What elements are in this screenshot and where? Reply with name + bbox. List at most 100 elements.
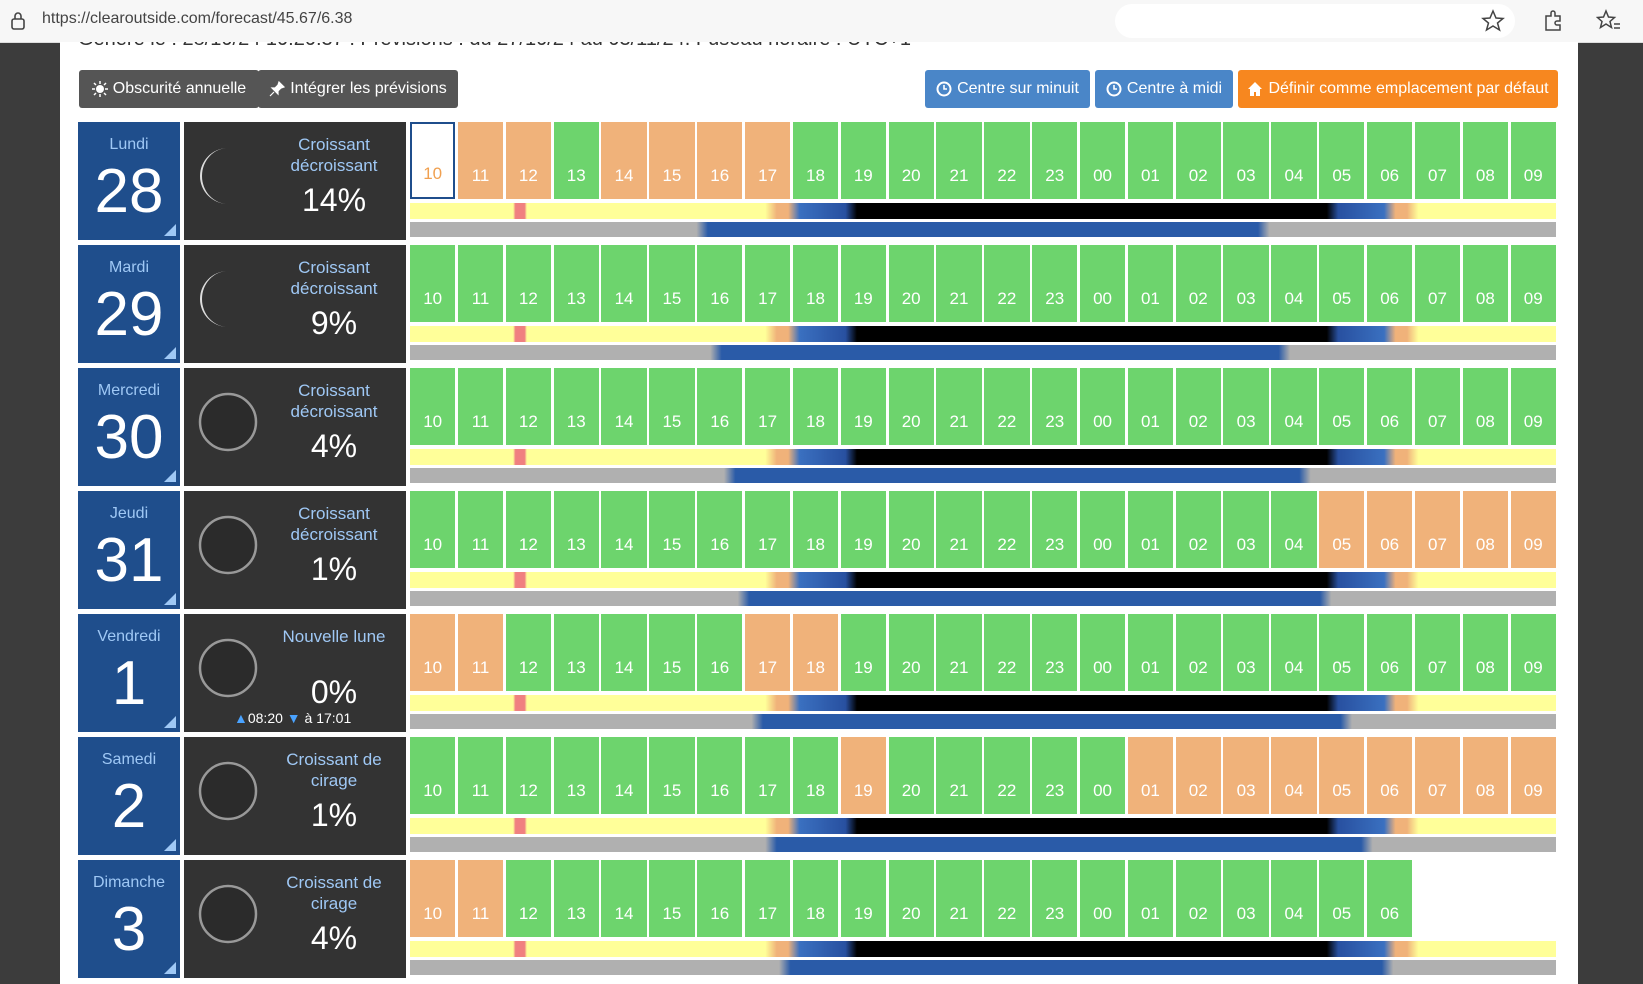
hour-cell[interactable]: 19 — [840, 614, 886, 691]
hour-cell[interactable]: 17 — [744, 368, 791, 445]
hour-cell[interactable]: 10 — [410, 737, 456, 814]
hour-cell[interactable]: 07 — [1414, 737, 1461, 814]
hour-cell[interactable]: 20 — [888, 737, 934, 814]
hour-cell[interactable]: 10 — [410, 491, 456, 568]
hour-cell[interactable]: 21 — [936, 860, 982, 937]
hour-cell[interactable]: 09 — [1510, 368, 1556, 445]
hour-cell[interactable]: 18 — [792, 122, 839, 199]
hour-cell[interactable]: 23 — [1032, 368, 1078, 445]
hour-cell[interactable]: 14 — [601, 860, 647, 937]
hour-cell[interactable]: 13 — [553, 614, 599, 691]
hour-cell[interactable]: 03 — [1223, 245, 1269, 322]
hour-cell[interactable]: 17 — [744, 245, 791, 322]
hour-cell[interactable]: 01 — [1127, 122, 1174, 199]
favorite-icon[interactable] — [1480, 8, 1506, 34]
hour-cell[interactable]: 08 — [1462, 614, 1509, 691]
hour-cell[interactable]: 04 — [1271, 368, 1317, 445]
hour-cell[interactable]: 00 — [1079, 491, 1126, 568]
hour-cell[interactable]: 13 — [553, 737, 599, 814]
hour-cell[interactable]: 14 — [601, 737, 647, 814]
hour-cell[interactable]: 06 — [1367, 737, 1413, 814]
hour-cell[interactable]: 13 — [553, 491, 599, 568]
hour-cell[interactable]: 14 — [601, 614, 647, 691]
hour-cell[interactable]: 02 — [1175, 122, 1221, 199]
hour-cell[interactable]: 07 — [1414, 614, 1461, 691]
hour-cell[interactable]: 09 — [1510, 491, 1556, 568]
hour-cell[interactable]: 11 — [457, 614, 504, 691]
hour-cell[interactable]: 16 — [697, 122, 743, 199]
hour-cell[interactable]: 14 — [601, 368, 647, 445]
hour-cell[interactable]: 08 — [1462, 737, 1509, 814]
hour-cell[interactable]: 00 — [1079, 122, 1126, 199]
hour-cell[interactable]: 17 — [744, 614, 791, 691]
hour-cell[interactable]: 20 — [888, 860, 934, 937]
hour-cell[interactable]: 11 — [457, 491, 504, 568]
hour-cell[interactable]: 22 — [984, 122, 1030, 199]
hour-cell[interactable]: 17 — [744, 737, 791, 814]
hour-cell[interactable]: 01 — [1127, 737, 1174, 814]
hour-cell[interactable]: 20 — [888, 614, 934, 691]
hour-cell[interactable]: 21 — [936, 368, 982, 445]
hour-cell[interactable]: 10 — [410, 368, 456, 445]
hour-cell[interactable]: 22 — [984, 368, 1030, 445]
hour-cell[interactable]: 09 — [1510, 245, 1556, 322]
hour-cell[interactable]: 01 — [1127, 860, 1174, 937]
hour-cell[interactable]: 16 — [697, 737, 743, 814]
hour-cell[interactable]: 11 — [457, 122, 504, 199]
hour-cell[interactable]: 22 — [984, 491, 1030, 568]
hour-cell[interactable]: 19 — [840, 122, 886, 199]
hour-cell[interactable]: 20 — [888, 491, 934, 568]
hour-cell[interactable]: 15 — [649, 245, 695, 322]
hour-cell[interactable]: 22 — [984, 860, 1030, 937]
hour-cell[interactable]: 19 — [840, 368, 886, 445]
hour-cell[interactable]: 02 — [1175, 245, 1221, 322]
hour-cell[interactable]: 21 — [936, 491, 982, 568]
hour-cell[interactable]: 04 — [1271, 737, 1317, 814]
hour-cell[interactable]: 18 — [792, 368, 839, 445]
hour-cell[interactable]: 02 — [1175, 368, 1221, 445]
hour-cell[interactable]: 22 — [984, 737, 1030, 814]
hour-cell[interactable]: 19 — [840, 860, 886, 937]
hour-cell[interactable]: 15 — [649, 614, 695, 691]
hour-cell[interactable]: 18 — [792, 614, 839, 691]
hour-cell[interactable]: 23 — [1032, 614, 1078, 691]
hour-cell[interactable]: 05 — [1319, 614, 1365, 691]
hour-cell[interactable]: 05 — [1319, 122, 1365, 199]
hour-cell[interactable]: 06 — [1367, 122, 1413, 199]
hour-cell[interactable]: 21 — [936, 245, 982, 322]
hour-cell[interactable]: 10 — [410, 122, 456, 199]
hour-cell[interactable]: 07 — [1414, 122, 1461, 199]
hour-cell[interactable]: 11 — [457, 860, 504, 937]
hour-cell[interactable]: 16 — [697, 245, 743, 322]
hour-cell[interactable]: 12 — [505, 614, 552, 691]
hour-cell[interactable]: 03 — [1223, 614, 1269, 691]
hour-cell[interactable]: 03 — [1223, 860, 1269, 937]
hour-cell[interactable]: 01 — [1127, 491, 1174, 568]
hour-cell[interactable]: 00 — [1079, 245, 1126, 322]
button[interactable]: Intégrer les prévisions — [258, 70, 458, 108]
hour-cell[interactable]: 16 — [697, 614, 743, 691]
hour-cell[interactable]: 05 — [1319, 860, 1365, 937]
hour-cell[interactable]: 18 — [792, 491, 839, 568]
hour-cell[interactable]: 15 — [649, 368, 695, 445]
hour-cell[interactable]: 09 — [1510, 122, 1556, 199]
favorites-icon[interactable] — [1596, 8, 1622, 34]
hour-cell[interactable]: 22 — [984, 245, 1030, 322]
hour-cell[interactable]: 04 — [1271, 491, 1317, 568]
hour-cell[interactable]: 14 — [601, 122, 647, 199]
hour-cell[interactable]: 07 — [1414, 368, 1461, 445]
hour-cell[interactable]: 20 — [888, 245, 934, 322]
hour-cell[interactable]: 18 — [792, 737, 839, 814]
hour-cell[interactable]: 17 — [744, 122, 791, 199]
hour-cell[interactable]: 23 — [1032, 122, 1078, 199]
hour-cell[interactable]: 07 — [1414, 245, 1461, 322]
hour-cell[interactable]: 12 — [505, 122, 552, 199]
hour-cell[interactable]: 02 — [1175, 737, 1221, 814]
hour-cell[interactable]: 10 — [410, 245, 456, 322]
hour-cell[interactable]: 05 — [1319, 368, 1365, 445]
hour-cell[interactable]: 08 — [1462, 368, 1509, 445]
hour-cell[interactable]: 00 — [1079, 860, 1126, 937]
hour-cell[interactable]: 12 — [505, 737, 552, 814]
hour-cell[interactable]: 06 — [1367, 491, 1413, 568]
hour-cell[interactable]: 14 — [601, 491, 647, 568]
